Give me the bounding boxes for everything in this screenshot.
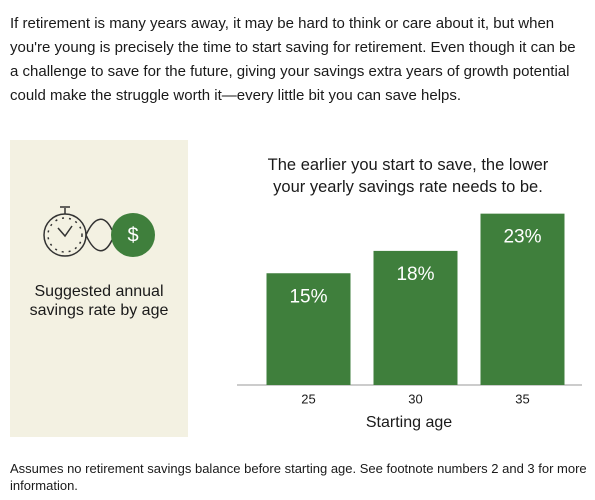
footnote: Assumes no retirement savings balance be… xyxy=(10,461,587,493)
value-label: 15% xyxy=(289,286,327,307)
x-tick-label: 25 xyxy=(301,391,315,406)
dollar-icon xyxy=(111,213,155,257)
panel-label: Suggested annual savings rate by age xyxy=(29,283,169,319)
side-panel xyxy=(10,140,188,437)
bar xyxy=(480,213,565,385)
x-tick-label: 30 xyxy=(408,391,422,406)
intro-text: If retirement is many years away, it may… xyxy=(10,15,576,104)
x-tick-label: 35 xyxy=(515,391,529,406)
stopwatch-icon xyxy=(43,206,113,257)
dollar-sign: $ xyxy=(127,224,138,246)
bar xyxy=(266,273,351,385)
x-axis-label: Starting age xyxy=(366,414,452,431)
value-label: 18% xyxy=(396,264,434,285)
bar xyxy=(373,250,458,385)
chart-title: The earlier you start to save, the lower… xyxy=(267,156,549,196)
value-label: 23% xyxy=(503,227,541,248)
